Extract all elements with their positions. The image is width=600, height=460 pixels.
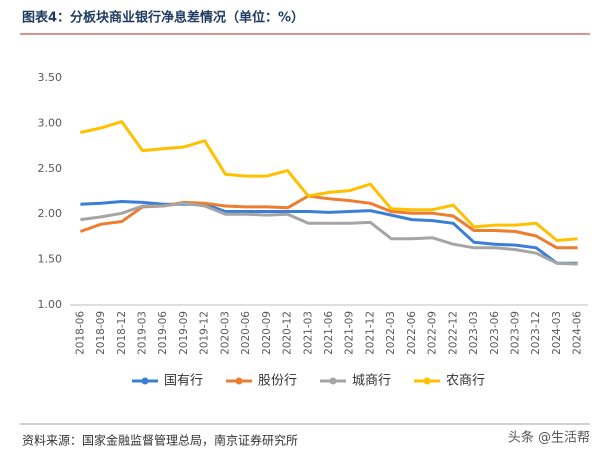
x-tick-label: 2021-09 bbox=[344, 311, 356, 355]
series-line bbox=[80, 120, 578, 242]
x-tick-label: 2018-09 bbox=[95, 311, 107, 355]
x-tick-label: 2023-12 bbox=[530, 311, 542, 355]
source-note: 资料来源：国家金融监督管理总局，南京证券研究所 bbox=[22, 433, 298, 448]
x-tick-label: 2023-06 bbox=[489, 311, 501, 355]
x-tick-label: 2021-12 bbox=[364, 311, 376, 355]
y-tick-label: 3.00 bbox=[38, 116, 63, 129]
series-line bbox=[80, 200, 578, 265]
x-tick-label: 2020-09 bbox=[261, 311, 273, 355]
x-tick-label: 2020-06 bbox=[240, 311, 252, 355]
y-tick-label: 1.00 bbox=[38, 298, 63, 311]
x-tick-label: 2020-03 bbox=[219, 311, 231, 355]
watermark: 头条 @生活帮 bbox=[508, 430, 590, 446]
x-tick-label: 2018-06 bbox=[74, 311, 86, 355]
series-line bbox=[80, 201, 578, 266]
y-tick-label: 2.00 bbox=[38, 207, 63, 220]
legend-label: 国有行 bbox=[164, 374, 203, 389]
x-tick-label: 2022-12 bbox=[447, 311, 459, 355]
legend-marker bbox=[141, 377, 149, 385]
legend-label: 股份行 bbox=[258, 374, 297, 389]
x-tick-label: 2021-06 bbox=[323, 311, 335, 355]
x-tick-label: 2019-12 bbox=[199, 311, 211, 355]
x-tick-label: 2019-06 bbox=[157, 311, 169, 355]
x-tick-label: 2021-03 bbox=[302, 311, 314, 355]
x-tick-label: 2023-03 bbox=[468, 311, 480, 355]
y-tick-label: 3.50 bbox=[38, 71, 63, 84]
legend-marker bbox=[235, 377, 243, 385]
legend-marker bbox=[423, 377, 431, 385]
x-tick-label: 2018-12 bbox=[116, 311, 128, 355]
chart-title: 图表4：分板块商业银行净息差情况（单位：%） bbox=[22, 10, 304, 26]
y-tick-label: 2.50 bbox=[38, 162, 63, 175]
x-tick-label: 2024-06 bbox=[572, 311, 584, 355]
legend-marker bbox=[329, 377, 337, 385]
x-tick-label: 2022-09 bbox=[427, 311, 439, 355]
x-tick-label: 2024-03 bbox=[551, 311, 563, 355]
x-tick-label: 2019-09 bbox=[178, 311, 190, 355]
x-tick-label: 2022-03 bbox=[385, 311, 397, 355]
legend-label: 城商行 bbox=[352, 374, 391, 389]
x-tick-label: 2022-06 bbox=[406, 311, 418, 355]
x-tick-label: 2020-12 bbox=[282, 311, 294, 355]
x-tick-label: 2019-03 bbox=[137, 311, 149, 355]
y-tick-label: 1.50 bbox=[38, 253, 63, 266]
legend-label: 农商行 bbox=[446, 374, 485, 389]
x-tick-label: 2023-09 bbox=[509, 311, 521, 355]
